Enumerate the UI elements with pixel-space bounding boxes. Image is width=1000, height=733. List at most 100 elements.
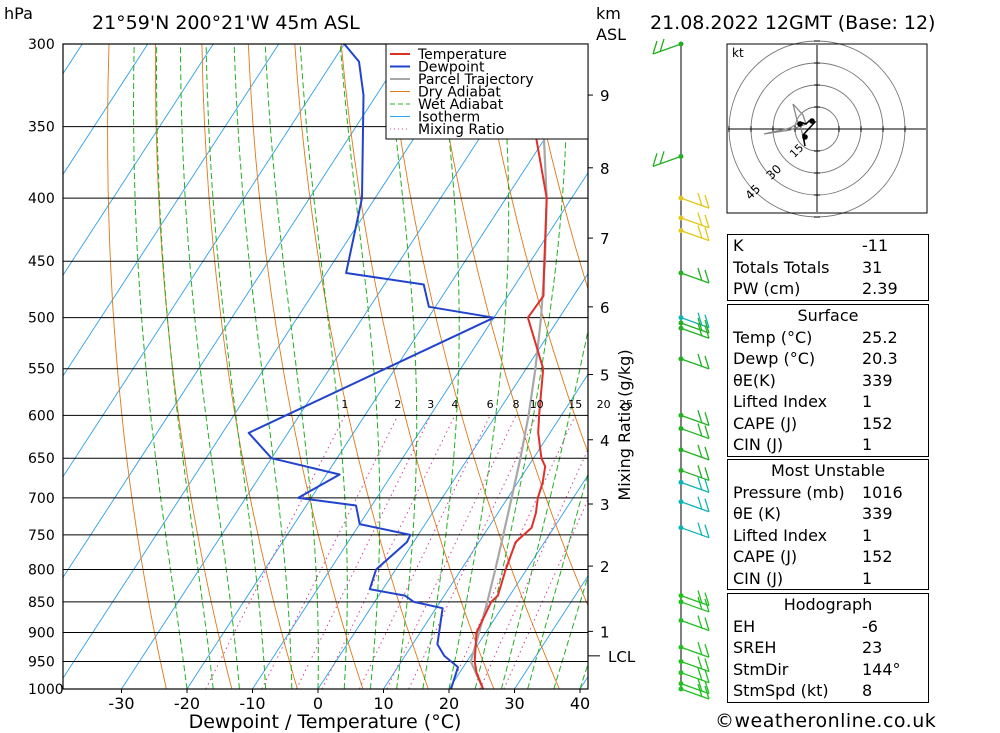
wet-adiabat-line: [133, 44, 188, 689]
wind-barb-flag: [697, 212, 703, 227]
wind-barb: [652, 38, 684, 55]
legend-mixing-ratio: Mixing Ratio: [418, 122, 504, 138]
wind-barb-shaft: [680, 327, 710, 339]
legend-parcel: Parcel Trajectory: [418, 72, 534, 88]
wind-barb: [678, 423, 710, 440]
km-tick-label: 6: [600, 299, 610, 317]
hodograph-ring-label: 15: [787, 141, 806, 160]
wind-barb: [678, 225, 710, 242]
wind-barb-flag: [704, 446, 710, 461]
km-tick-label: 9: [600, 87, 610, 105]
wet-adiabat-line: [233, 44, 293, 689]
wet-adiabat-line: [500, 328, 588, 689]
hodograph-trace: [763, 103, 807, 147]
most-unstable-row: CIN (J) 1: [733, 568, 873, 588]
km-tick-label: 5: [600, 367, 610, 385]
wind-barb-flag: [704, 269, 710, 284]
dry-adiabat-line: [433, 44, 588, 607]
surface-row: θE(K) 339: [733, 370, 893, 390]
wind-barb-flag: [697, 225, 703, 239]
wind-barb: [678, 353, 710, 370]
y-tick-label: 400: [28, 191, 55, 207]
wind-barb-flag: [697, 656, 703, 670]
x-axis-label: Dewpoint / Temperature (°C): [189, 711, 462, 733]
y-tick-label: 650: [28, 451, 55, 467]
legend-wet-adiabat: Wet Adiabat: [418, 97, 504, 113]
mixing-ratio-line: [321, 415, 456, 689]
wind-barb-flag: [697, 317, 703, 332]
isotherm-line: [252, 172, 588, 689]
wind-barb-shaft: [680, 619, 710, 632]
wind-barb: [678, 596, 710, 613]
wind-barb-flag: [697, 410, 703, 424]
wet-adiabat-line: [156, 44, 214, 689]
isotherm-line: [317, 272, 588, 689]
wind-barb-flag: [697, 615, 703, 629]
surface-row: Dewp (°C) 20.3: [733, 349, 898, 368]
indices-panel: K -11 Totals Totals 31 PW (cm) 2.39: [727, 234, 929, 301]
wind-barb-shaft: [680, 272, 710, 284]
wind-barb-flag: [697, 192, 703, 207]
wind-barb-shaft: [680, 527, 710, 539]
mixing-ratio-line: [261, 415, 399, 689]
wind-barb-shaft: [680, 449, 710, 461]
site-credit[interactable]: ©weatheronline.co.uk: [715, 710, 937, 732]
most-unstable-row: Pressure (mb) 1016: [733, 482, 903, 502]
legend-dry-adiabat: Dry Adiabat: [418, 85, 501, 101]
wind-barb-flag: [697, 477, 703, 491]
wind-barb-shaft: [680, 217, 710, 229]
y-tick-label: 950: [28, 655, 55, 671]
wind-barb: [678, 522, 710, 539]
dewpoint-line: [247, 44, 495, 689]
wind-barb: [678, 642, 710, 658]
wind-barb-flag: [704, 319, 710, 334]
wind-barb-flag: [704, 227, 710, 241]
dry-adiabat-line: [526, 44, 588, 291]
wind-barb-flag: [697, 596, 703, 611]
wind-barb-shaft: [680, 601, 710, 613]
mixing-ratio-line: [386, 415, 517, 689]
wind-barb-shaft: [652, 155, 682, 167]
wind-barb: [678, 667, 710, 684]
dry-adiabat-line: [991, 44, 1000, 689]
legend-isotherm: Isotherm: [418, 110, 480, 126]
y-tick-label: 700: [28, 491, 55, 507]
wind-barb-flag: [704, 467, 710, 481]
wet-adiabat-line: [385, 44, 418, 689]
wind-barb-shaft: [680, 427, 710, 440]
wind-barb-flag: [697, 496, 703, 510]
wind-barb: [678, 590, 710, 607]
datetime-title: 21.08.2022 12GMT (Base: 12): [650, 12, 935, 34]
hodograph-stats-row: StmSpd (kt) 8: [733, 681, 873, 700]
y-tick-label: 500: [28, 311, 55, 327]
x-tick-label: 0: [313, 694, 323, 713]
wind-barb-shaft: [680, 414, 710, 426]
wind-barb: [678, 477, 710, 494]
wind-barb-flag: [704, 524, 710, 538]
wind-barb: [678, 212, 710, 229]
hodograph-stats-row: EH -6: [733, 616, 878, 636]
plot-frame: [62, 43, 589, 690]
hodograph-stats-row: StmDir 144°: [733, 659, 901, 679]
wind-barb: [678, 656, 710, 673]
wind-barb: [652, 151, 684, 167]
hodograph-frame: [726, 43, 928, 214]
hodograph-stats-title: Hodograph: [783, 595, 873, 614]
surface-row: CIN (J) 1: [733, 435, 873, 454]
wet-adiabat-line: [422, 44, 460, 689]
parcel-trajectory-line: [469, 44, 548, 689]
wind-barb-flag: [697, 465, 703, 479]
km-tick-label: 8: [600, 160, 610, 178]
isotherm-line: [0, 44, 17, 689]
hodograph-point: [797, 121, 803, 127]
wind-barb-shaft: [680, 501, 710, 513]
wind-barb-flag: [659, 151, 665, 165]
wind-barb: [678, 683, 710, 700]
wind-barb-shaft: [680, 594, 710, 607]
wind-barb-flag: [652, 153, 658, 167]
y-tick-label: 850: [28, 595, 55, 611]
x-tick-label: 40: [570, 694, 590, 713]
wind-barb-flag: [704, 355, 710, 370]
hodograph-ring-label: 30: [764, 162, 785, 183]
